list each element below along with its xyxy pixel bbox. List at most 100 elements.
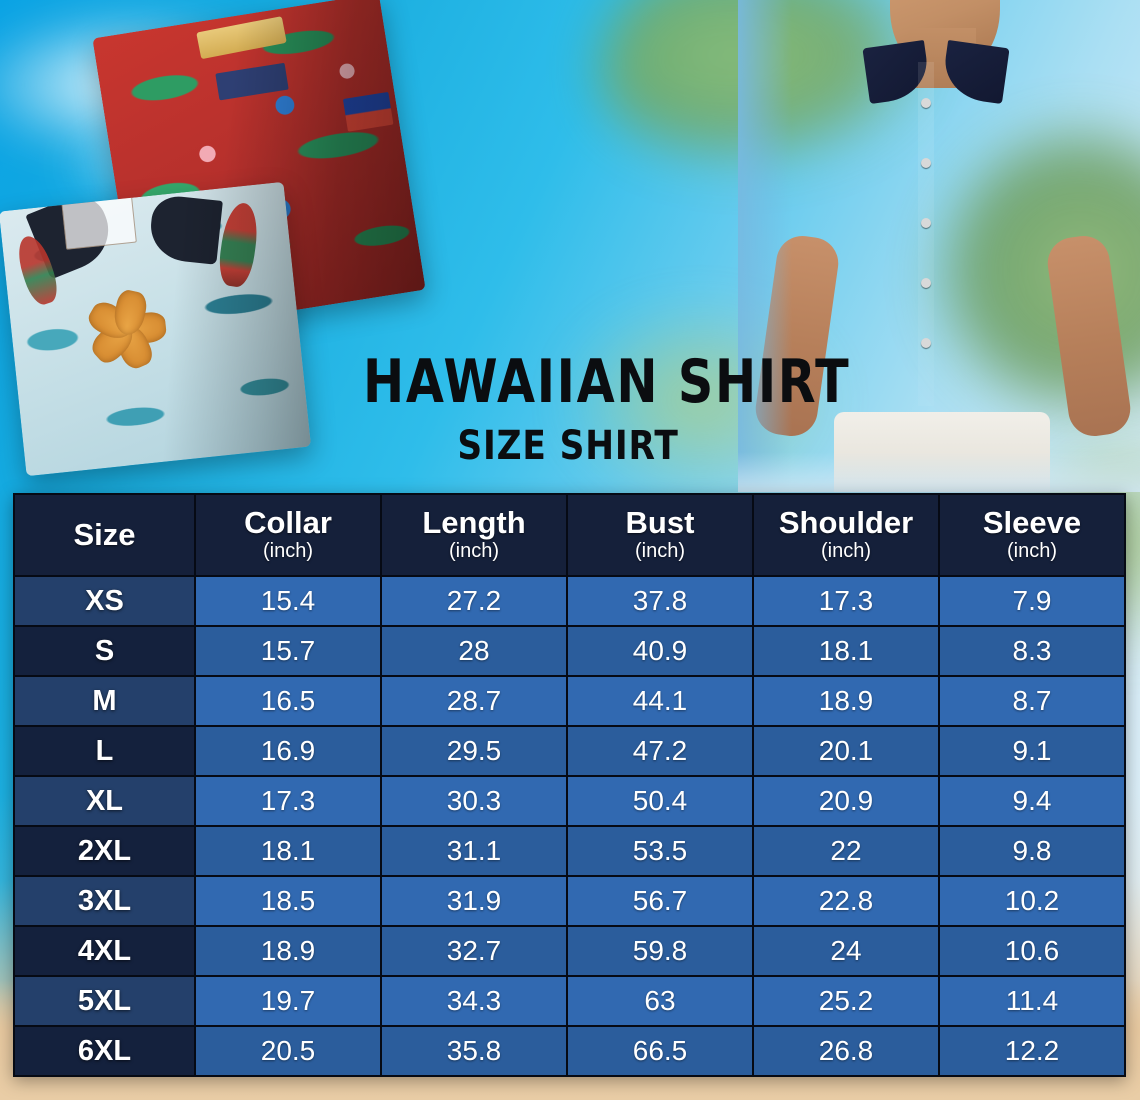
column-header-collar: Collar (inch) bbox=[194, 493, 382, 577]
cell-sleeve: 9.1 bbox=[938, 725, 1126, 777]
table-row: 5XL 19.7 34.3 63 25.2 11.4 bbox=[13, 975, 1126, 1027]
model-shirt-placket bbox=[918, 62, 934, 406]
cell-shoulder: 26.8 bbox=[752, 1025, 940, 1077]
table-body: XS 15.4 27.2 37.8 17.3 7.9 S 15.7 28 40.9 18.1 8.3 M… bbox=[13, 575, 1126, 1077]
table-row: S 15.7 28 40.9 18.1 8.3 bbox=[13, 625, 1126, 677]
cell-shoulder: 20.1 bbox=[752, 725, 940, 777]
cell-sleeve: 9.8 bbox=[938, 825, 1126, 877]
column-header-length: Length (inch) bbox=[380, 493, 568, 577]
fold-shadow bbox=[0, 181, 312, 477]
cell-sleeve: 12.2 bbox=[938, 1025, 1126, 1077]
cell-sleeve: 8.3 bbox=[938, 625, 1126, 677]
cell-bust: 40.9 bbox=[566, 625, 754, 677]
cell-sleeve: 10.6 bbox=[938, 925, 1126, 977]
table-row: L 16.9 29.5 47.2 20.1 9.1 bbox=[13, 725, 1126, 777]
size-chart-table-wrapper: Size Collar (inch) Length (inch) Bust (i… bbox=[13, 493, 1126, 1077]
cell-bust: 53.5 bbox=[566, 825, 754, 877]
blue-hawaiian-shirt bbox=[0, 181, 312, 477]
column-header-bust: Bust (inch) bbox=[566, 493, 754, 577]
size-label-cell: 6XL bbox=[13, 1025, 196, 1077]
table-row: 4XL 18.9 32.7 59.8 24 10.6 bbox=[13, 925, 1126, 977]
column-header-label: Length bbox=[422, 505, 526, 541]
size-label-cell: 4XL bbox=[13, 925, 196, 977]
cell-bust: 37.8 bbox=[566, 575, 754, 627]
size-label-cell: L bbox=[13, 725, 196, 777]
cell-bust: 59.8 bbox=[566, 925, 754, 977]
size-label-cell: 5XL bbox=[13, 975, 196, 1027]
column-header-unit: (inch) bbox=[448, 539, 499, 562]
size-label-cell: 2XL bbox=[13, 825, 196, 877]
column-header-unit: (inch) bbox=[262, 539, 313, 562]
cell-shoulder: 22.8 bbox=[752, 875, 940, 927]
table-row: M 16.5 28.7 44.1 18.9 8.7 bbox=[13, 675, 1126, 727]
cell-sleeve: 7.9 bbox=[938, 575, 1126, 627]
cell-sleeve: 9.4 bbox=[938, 775, 1126, 827]
cell-collar: 20.5 bbox=[194, 1025, 382, 1077]
cell-length: 30.3 bbox=[380, 775, 568, 827]
column-header-label: Collar bbox=[244, 505, 332, 541]
cell-bust: 56.7 bbox=[566, 875, 754, 927]
table-row: 3XL 18.5 31.9 56.7 22.8 10.2 bbox=[13, 875, 1126, 927]
cell-shoulder: 17.3 bbox=[752, 575, 940, 627]
cell-length: 28 bbox=[380, 625, 568, 677]
column-header-size: Size bbox=[13, 493, 196, 577]
table-header-row: Size Collar (inch) Length (inch) Bust (i… bbox=[13, 493, 1126, 577]
cell-collar: 18.9 bbox=[194, 925, 382, 977]
cell-length: 31.9 bbox=[380, 875, 568, 927]
cell-collar: 18.1 bbox=[194, 825, 382, 877]
cell-bust: 47.2 bbox=[566, 725, 754, 777]
column-header-unit: (inch) bbox=[1006, 539, 1057, 562]
cell-sleeve: 11.4 bbox=[938, 975, 1126, 1027]
cell-collar: 18.5 bbox=[194, 875, 382, 927]
cell-bust: 44.1 bbox=[566, 675, 754, 727]
size-label-cell: 3XL bbox=[13, 875, 196, 927]
photo-edge-fade bbox=[738, 452, 1140, 492]
cell-length: 31.1 bbox=[380, 825, 568, 877]
page-subtitle: SIZE SHIRT bbox=[457, 423, 679, 469]
column-header-sleeve: Sleeve (inch) bbox=[938, 493, 1126, 577]
model-photo bbox=[738, 0, 1140, 492]
title-block: HAWAIIAN SHIRT SIZE SHIRT bbox=[318, 347, 851, 469]
column-header-unit: (inch) bbox=[820, 539, 871, 562]
size-label-cell: S bbox=[13, 625, 196, 677]
column-header-label: Size bbox=[73, 516, 136, 552]
table-header: Size Collar (inch) Length (inch) Bust (i… bbox=[13, 493, 1126, 577]
cell-length: 32.7 bbox=[380, 925, 568, 977]
cell-collar: 16.5 bbox=[194, 675, 382, 727]
column-header-unit: (inch) bbox=[634, 539, 685, 562]
table-row: XS 15.4 27.2 37.8 17.3 7.9 bbox=[13, 575, 1126, 627]
size-chart-table: Size Collar (inch) Length (inch) Bust (i… bbox=[13, 493, 1126, 1077]
page-title: HAWAIIAN SHIRT bbox=[363, 347, 851, 417]
cell-length: 35.8 bbox=[380, 1025, 568, 1077]
cell-length: 27.2 bbox=[380, 575, 568, 627]
cell-collar: 17.3 bbox=[194, 775, 382, 827]
table-row: 2XL 18.1 31.1 53.5 22 9.8 bbox=[13, 825, 1126, 877]
cell-bust: 50.4 bbox=[566, 775, 754, 827]
cell-bust: 63 bbox=[566, 975, 754, 1027]
column-header-shoulder: Shoulder (inch) bbox=[752, 493, 940, 577]
column-header-label: Shoulder bbox=[778, 505, 914, 541]
cell-shoulder: 18.1 bbox=[752, 625, 940, 677]
cell-sleeve: 10.2 bbox=[938, 875, 1126, 927]
table-row: 6XL 20.5 35.8 66.5 26.8 12.2 bbox=[13, 1025, 1126, 1077]
size-label-cell: XS bbox=[13, 575, 196, 627]
cell-shoulder: 22 bbox=[752, 825, 940, 877]
size-label-cell: XL bbox=[13, 775, 196, 827]
cell-shoulder: 24 bbox=[752, 925, 940, 977]
cell-collar: 16.9 bbox=[194, 725, 382, 777]
cell-collar: 15.7 bbox=[194, 625, 382, 677]
column-header-label: Sleeve bbox=[982, 505, 1082, 541]
cell-shoulder: 25.2 bbox=[752, 975, 940, 1027]
cell-length: 29.5 bbox=[380, 725, 568, 777]
cell-collar: 15.4 bbox=[194, 575, 382, 627]
cell-length: 34.3 bbox=[380, 975, 568, 1027]
size-label-cell: M bbox=[13, 675, 196, 727]
photo-edge-fade bbox=[738, 0, 792, 492]
cell-length: 28.7 bbox=[380, 675, 568, 727]
cell-shoulder: 18.9 bbox=[752, 675, 940, 727]
table-row: XL 17.3 30.3 50.4 20.9 9.4 bbox=[13, 775, 1126, 827]
cell-bust: 66.5 bbox=[566, 1025, 754, 1077]
cell-sleeve: 8.7 bbox=[938, 675, 1126, 727]
cell-shoulder: 20.9 bbox=[752, 775, 940, 827]
